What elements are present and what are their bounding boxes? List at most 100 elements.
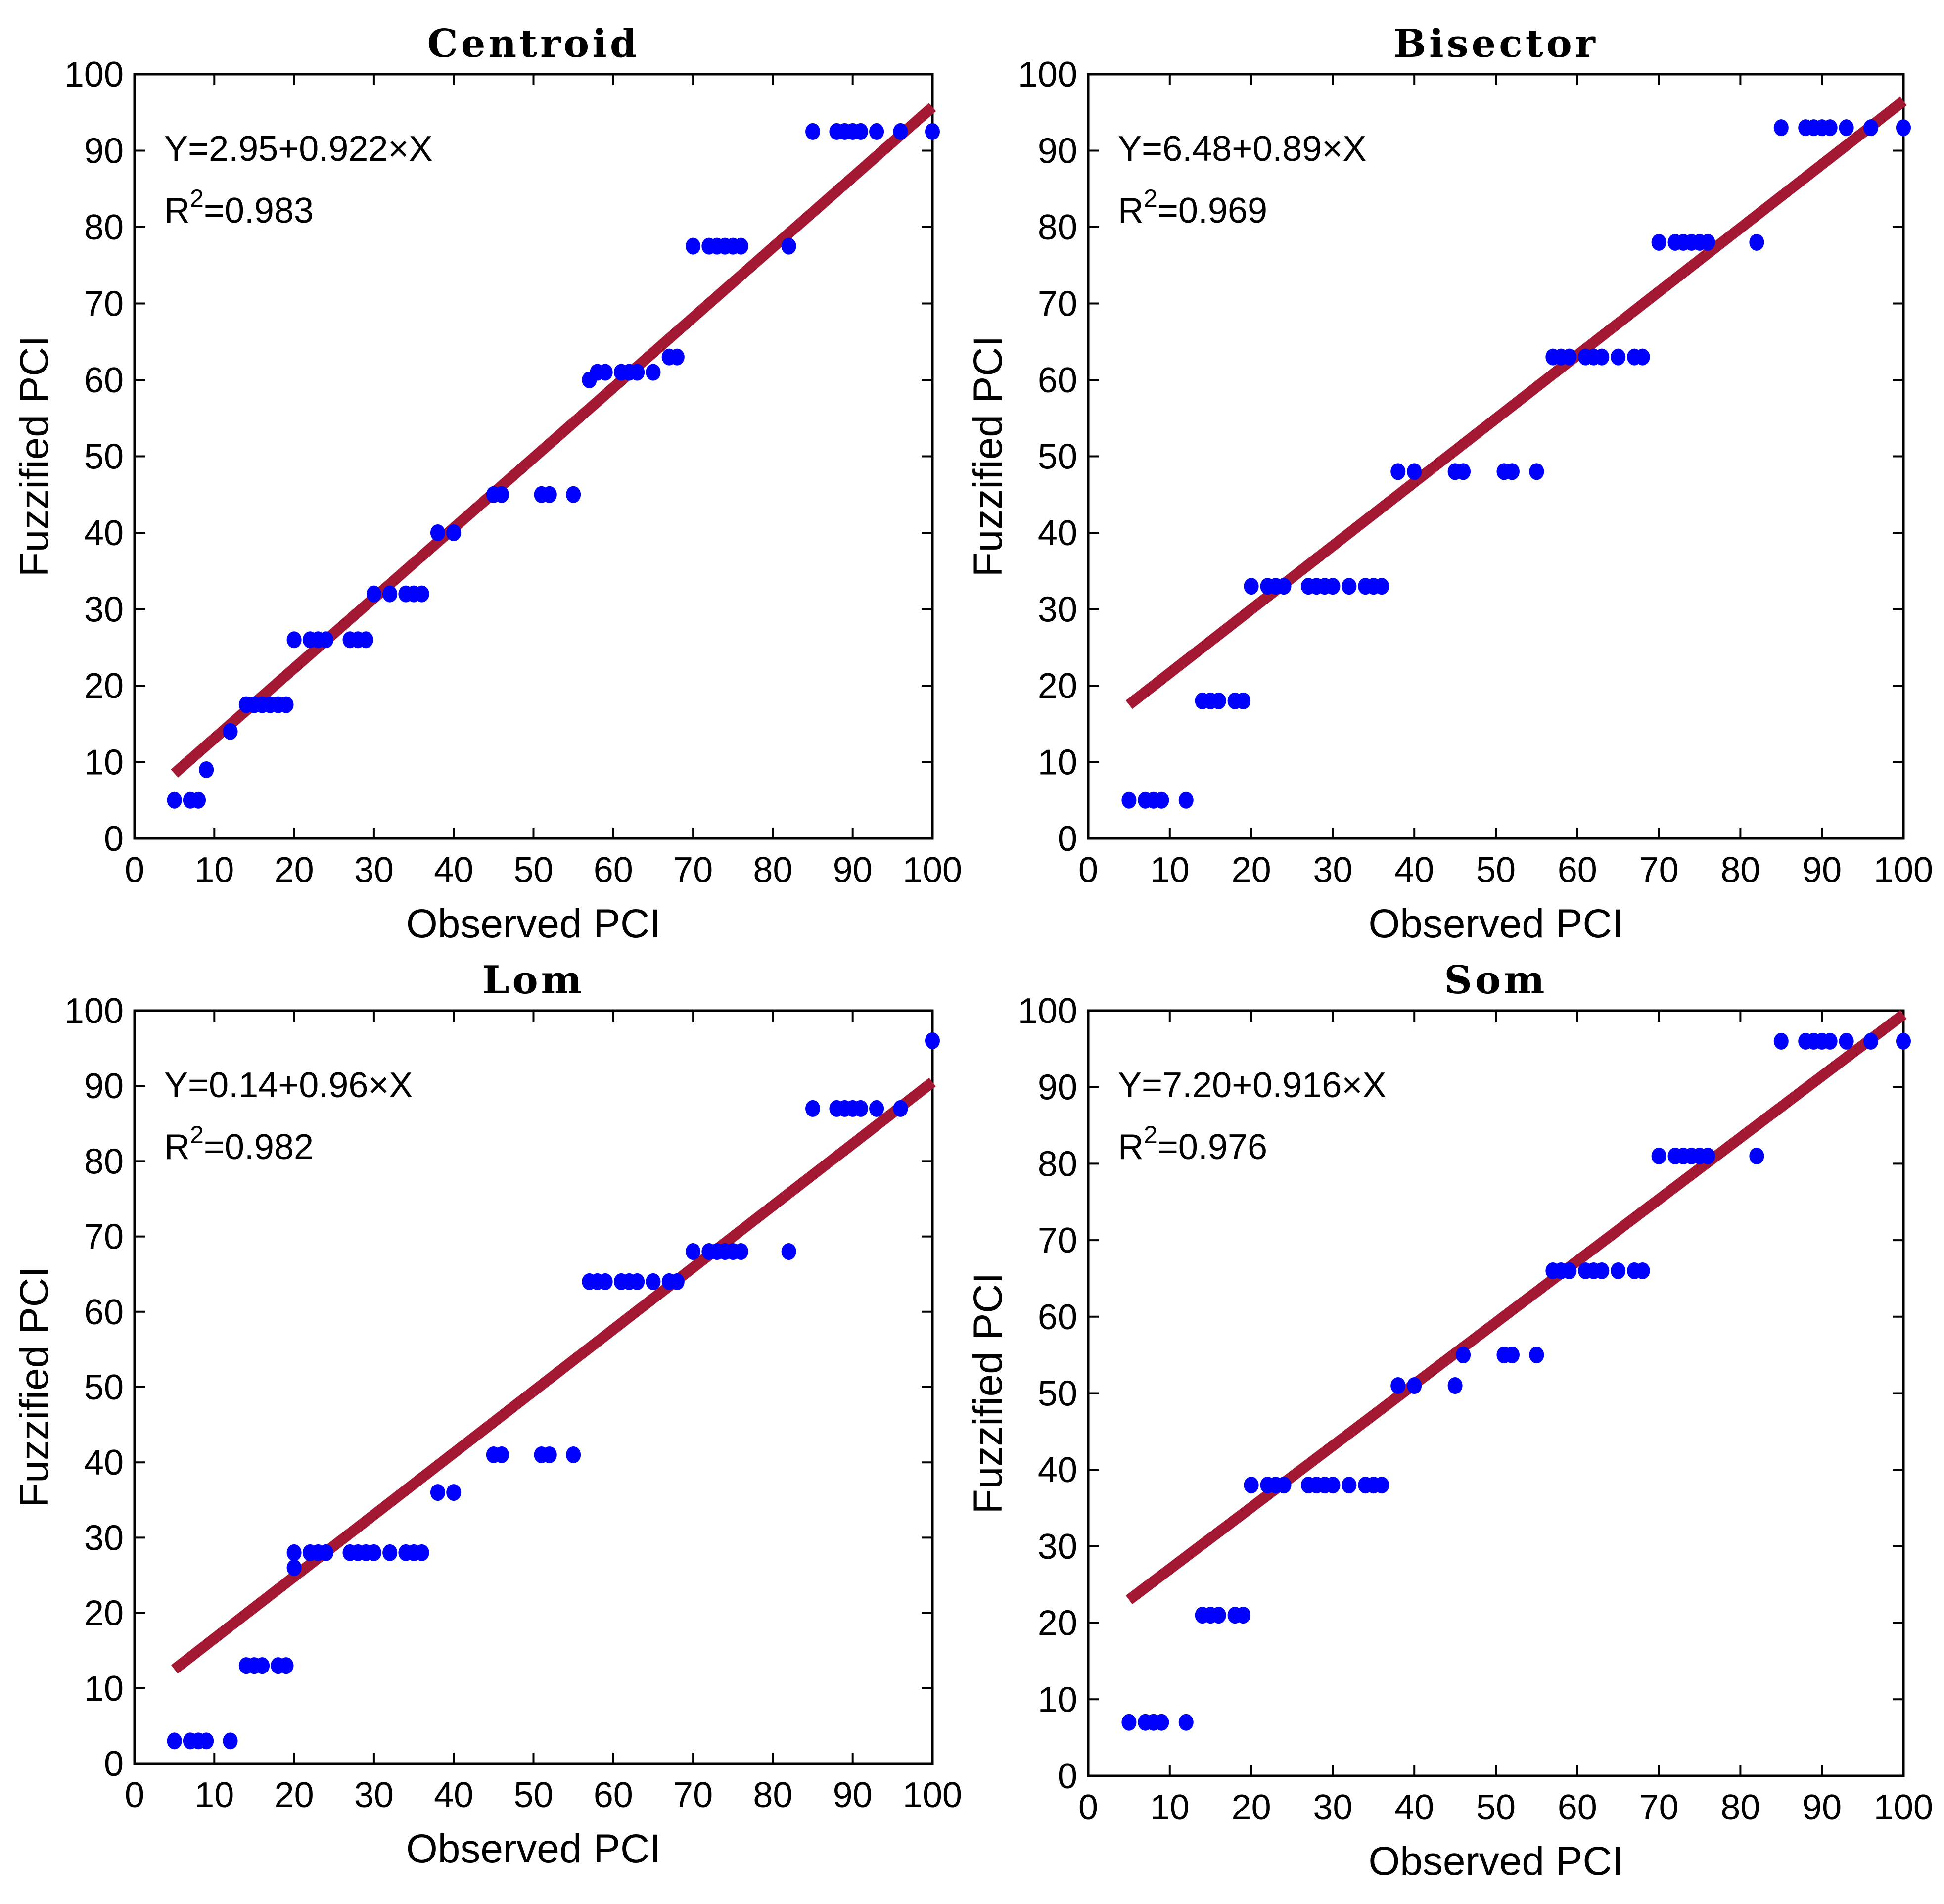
x-tick-label: 0 [1078,1788,1098,1827]
y-tick-label: 80 [84,1142,124,1181]
data-point [1390,1377,1406,1394]
data-point [1594,348,1610,366]
y-tick-label: 80 [1038,208,1077,247]
y-tick-label: 70 [1038,284,1077,324]
data-point [1562,1262,1577,1279]
data-point [199,1732,214,1750]
x-tick-label: 30 [354,850,394,890]
x-tick-label: 90 [1802,1788,1842,1827]
x-axis-label: Observed PCI [1369,1839,1623,1884]
chart-title: Som [1444,958,1548,1003]
data-point [1651,233,1666,251]
x-axis-label: Observed PCI [406,901,661,946]
data-point [805,1100,821,1117]
x-tick-label: 40 [1394,850,1434,890]
x-tick-label: 90 [833,1775,873,1815]
data-point [1244,1477,1259,1494]
y-tick-label: 100 [64,55,124,94]
plot-frame [1087,73,1905,840]
data-point [566,1446,581,1463]
x-tick-label: 40 [434,1775,473,1815]
data-point [494,486,509,503]
x-tick-label: 30 [1313,1788,1352,1827]
data-point [1374,1477,1389,1494]
data-point [1178,791,1194,809]
data-point [382,585,398,603]
x-tick-label: 0 [125,850,144,890]
y-tick-label: 70 [84,284,124,324]
chart-panel-lom: 0 10 20 30 40 50 60 70 80 90 100 0 10 20 30 40 50 60 70 80 9… [12,958,962,1871]
data-point [1700,1147,1715,1164]
y-tick-label: 30 [1038,590,1077,630]
data-point [1773,119,1789,137]
data-point [1236,1607,1251,1624]
data-point [223,723,238,740]
chart-panel-som: 0 10 20 30 40 50 60 70 80 90 100 0 10 20 30 40 50 60 70 80 9… [966,958,1933,1884]
y-tick-label: 50 [1038,1374,1077,1414]
y-tick-label: 30 [1038,1527,1077,1567]
y-tick-label: 10 [84,743,124,783]
regression-fit-line [171,1077,936,1674]
fit-equation: Y=7.20+0.916×X [1118,1066,1387,1105]
data-point [1342,578,1357,595]
x-tick-label: 60 [1558,1788,1597,1827]
regression-fit-line [1125,1010,1907,1604]
y-tick-label: 60 [1038,1298,1077,1337]
y-tick-label: 10 [84,1669,124,1709]
fit-equation: Y=6.48+0.89×X [1118,129,1366,169]
data-point [1154,791,1169,809]
y-tick-label: 40 [1038,513,1077,553]
x-tick-label: 50 [513,1775,553,1815]
data-point [646,1273,661,1290]
data-point [414,585,429,603]
data-point [446,1484,462,1501]
data-point [167,791,182,809]
x-tick-label: 20 [275,850,314,890]
x-tick-label: 10 [1150,850,1190,890]
y-tick-label: 20 [1038,666,1077,706]
data-point [1822,119,1838,137]
x-tick-label: 50 [1476,850,1516,890]
data-point [893,1100,908,1117]
data-point [494,1446,509,1463]
data-point [1611,348,1626,366]
data-point [542,486,557,503]
data-point [1896,119,1911,137]
y-tick-label: 80 [84,208,124,247]
r-squared-value: R2=0.983 [164,185,314,231]
data-point [686,1243,701,1260]
data-point [1700,233,1715,251]
data-point [1749,1147,1764,1164]
regression-fit-line [1125,96,1907,709]
data-point [853,1100,868,1117]
chart-panel-bisector: 0 10 20 30 40 50 60 70 80 90 100 0 10 20 30 40 50 60 70 80 9… [966,21,1933,946]
x-tick-label: 70 [673,1775,713,1815]
data-point [1635,1262,1650,1279]
x-tick-label: 0 [125,1775,144,1815]
data-point [542,1446,557,1463]
x-tick-label: 60 [1558,850,1597,890]
data-point [925,1032,940,1049]
data-point [733,237,748,255]
y-tick-label: 90 [84,132,124,171]
data-point [199,761,214,778]
data-point [167,1732,182,1750]
data-point [598,364,613,381]
x-tick-label: 100 [903,1775,962,1815]
y-tick-label: 90 [1038,1068,1077,1108]
chart-panel-centroid: 0 10 20 30 40 50 60 70 80 90 100 0 10 20 30 40 50 60 70 80 9… [12,21,962,946]
x-tick-label: 100 [1874,850,1933,890]
y-tick-label: 100 [1018,991,1077,1031]
x-tick-label: 80 [1720,850,1760,890]
y-tick-label: 90 [1038,132,1077,171]
data-point [1822,1032,1838,1050]
data-point [1651,1147,1666,1164]
y-tick-label: 80 [1038,1144,1077,1184]
x-tick-label: 80 [753,1775,792,1815]
data-point [366,585,381,603]
data-point [382,1544,398,1561]
data-point [598,1273,613,1290]
data-point [1236,692,1251,709]
y-axis-label: Fuzzified PCI [966,1273,1011,1514]
data-point [1121,791,1137,809]
